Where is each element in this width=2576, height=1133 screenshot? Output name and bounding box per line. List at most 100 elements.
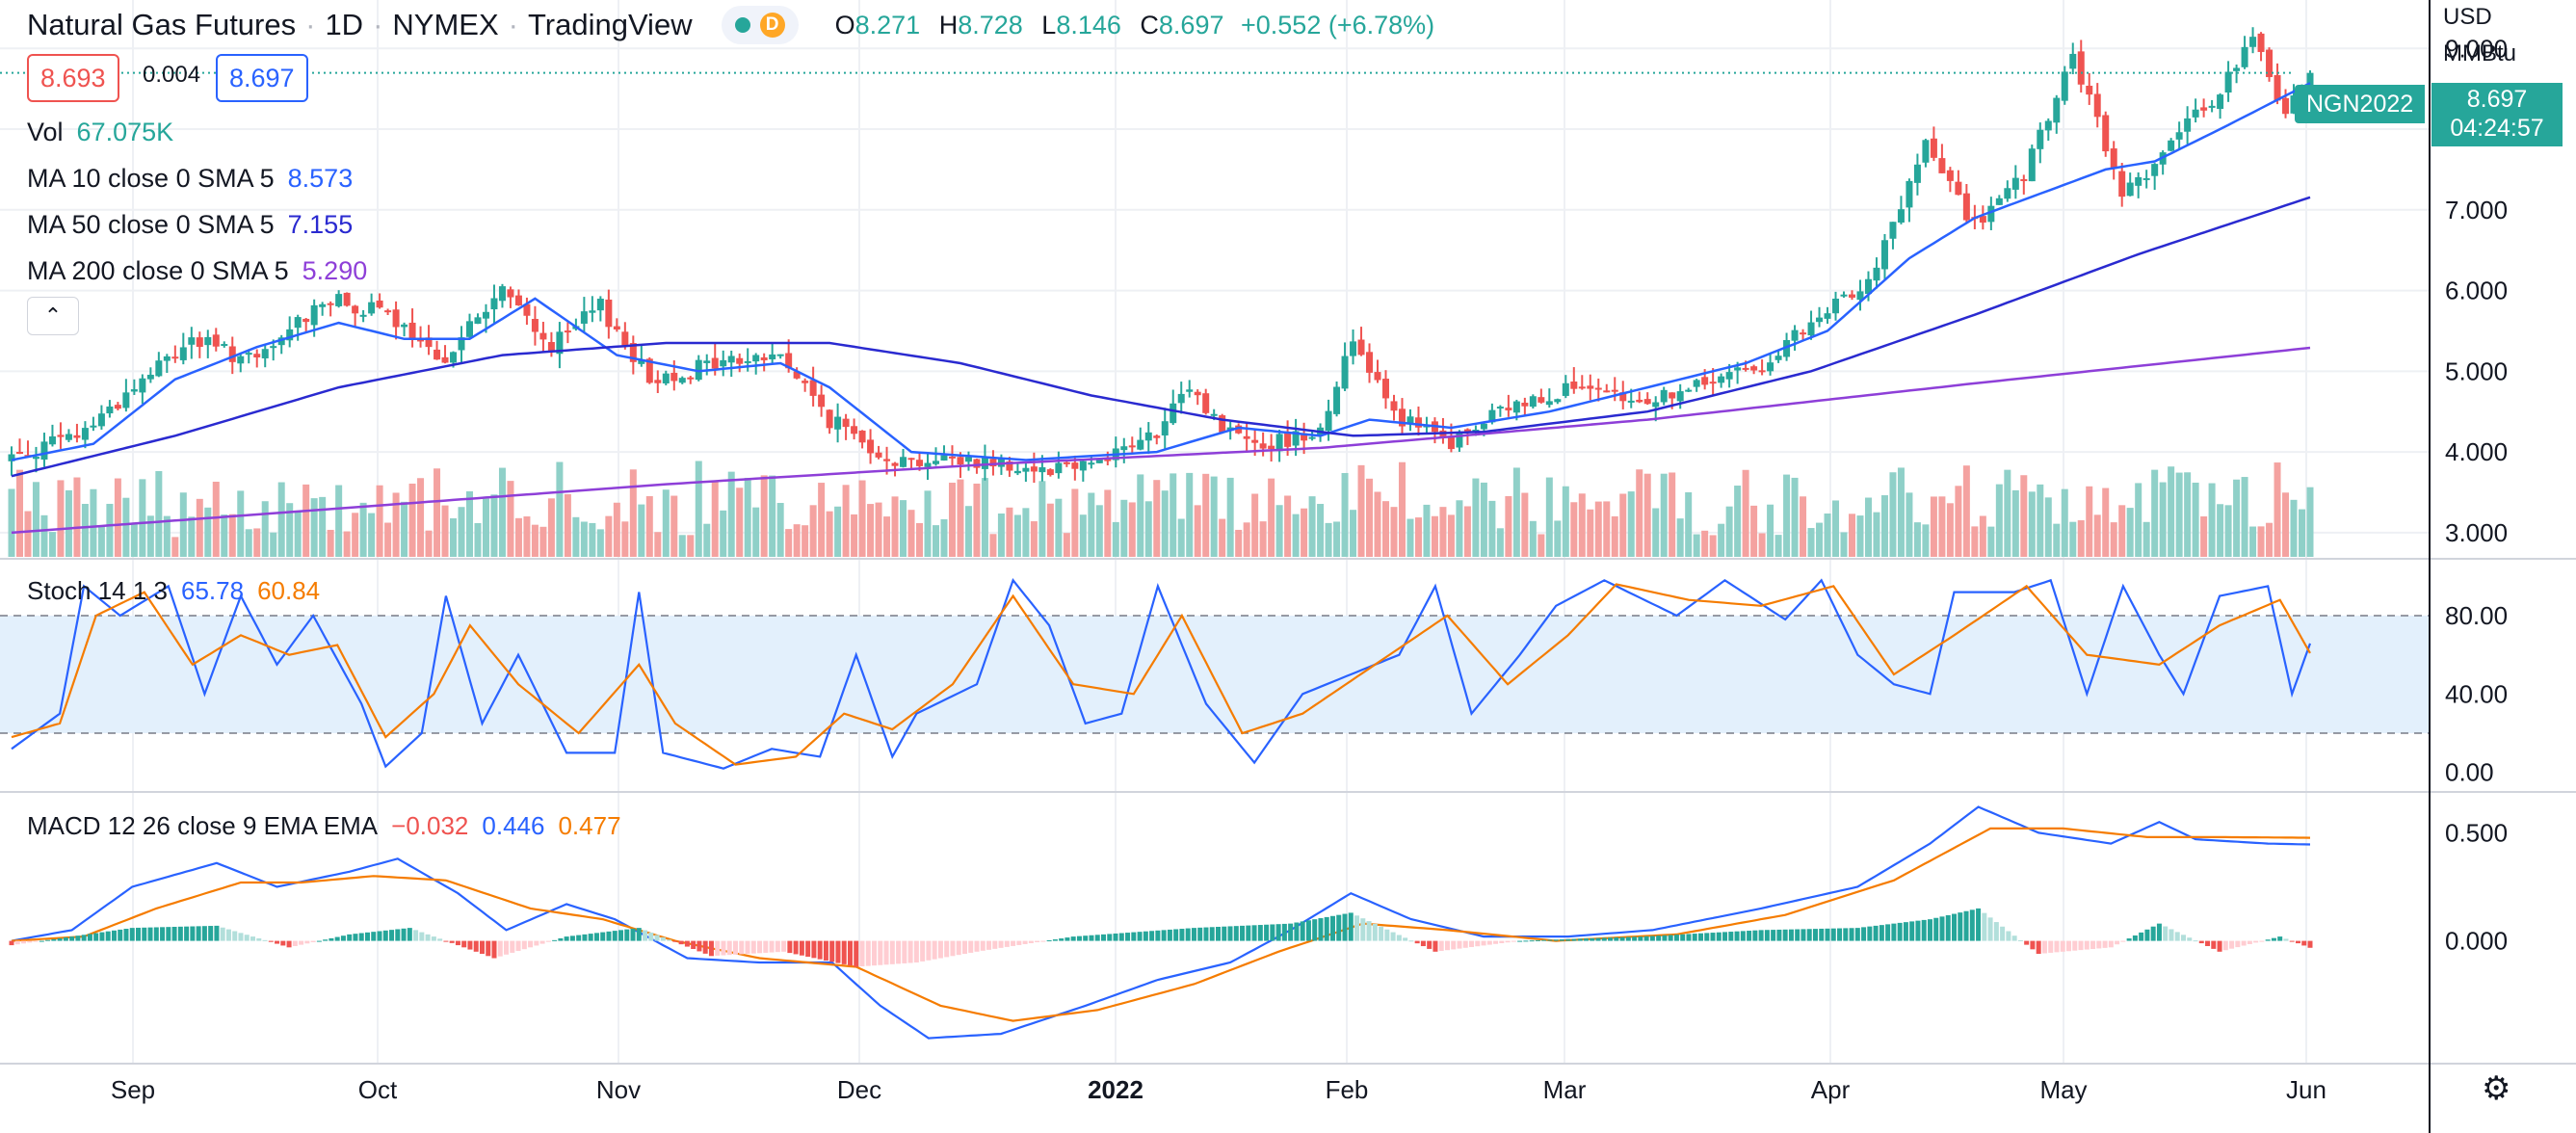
volume-legend[interactable]: Vol 67.075K [27, 118, 173, 147]
volume-bar [1922, 524, 1930, 557]
candle-body [1693, 380, 1700, 387]
macd-hist-bar [521, 940, 527, 950]
macd-hist-bar [292, 940, 298, 946]
macd-hist-bar [1384, 929, 1390, 941]
volume-bar [687, 535, 695, 557]
exchange-label: NYMEX [392, 8, 499, 41]
candle-body [368, 302, 376, 314]
candle-body [228, 346, 236, 362]
volume-bar [1268, 478, 1275, 557]
ma10-legend[interactable]: MA 10 close 0 SMA 5 8.573 [27, 164, 353, 194]
macd-hist-bar [2163, 926, 2169, 941]
volume-bar [916, 522, 924, 557]
volume-bar [343, 531, 351, 557]
candle-body [171, 356, 179, 359]
macd-hist-bar [1305, 920, 1311, 941]
symbol-title[interactable]: Natural Gas Futures [27, 8, 297, 41]
candle-body [760, 356, 768, 361]
candle-body [408, 322, 416, 339]
macd-hist-bar [1179, 929, 1185, 941]
stoch-legend[interactable]: Stoch 14 1 3 65.78 60.84 [27, 576, 320, 606]
candle-body [1301, 433, 1308, 441]
candle-body [1873, 267, 1880, 281]
macd-hist-bar [1662, 935, 1668, 941]
volume-bar [1979, 515, 1986, 557]
candle-body [1350, 341, 1357, 356]
volume-bar [2044, 497, 2052, 557]
volume-bar [1676, 518, 1684, 557]
volume-bar [1701, 530, 1709, 557]
collapse-legend-button[interactable]: ⌃ [27, 297, 79, 335]
volume-bar [703, 523, 711, 557]
macd-hist-bar [2289, 940, 2295, 942]
macd-legend[interactable]: MACD 12 26 close 9 EMA EMA −0.032 0.446 0.4… [27, 811, 621, 841]
macd-hist-bar [123, 929, 129, 941]
volume-bar [294, 510, 302, 557]
volume-bar [2266, 522, 2274, 557]
unit-label[interactable]: MMBtu [2443, 40, 2517, 66]
macd-hist-bar [1897, 922, 1903, 941]
macd-hist-bar [515, 940, 521, 952]
volume-bar [1382, 501, 1390, 557]
candle-body [1268, 445, 1275, 450]
x-tick-label: Sep [111, 1075, 155, 1104]
volume-bar [1406, 518, 1414, 557]
separator-dot: · [305, 8, 316, 41]
sell-price-button[interactable]: 8.693 [27, 54, 119, 102]
candle-body [539, 332, 547, 340]
high-label: H [938, 10, 959, 40]
volume-bar [1439, 507, 1447, 557]
candle-body [155, 360, 163, 377]
candle-body [670, 372, 678, 382]
currency-label[interactable]: USD [2443, 4, 2492, 30]
volume-bar [139, 479, 146, 557]
candle-body [1161, 421, 1169, 435]
macd-hist-bar [545, 940, 551, 942]
volume-bar [2249, 526, 2257, 557]
macd-hist-bar [2060, 940, 2065, 952]
volume-bar [1046, 503, 1054, 557]
volume-bar [621, 521, 629, 557]
volume-bar [964, 506, 972, 557]
candle-body [596, 299, 604, 311]
macd-hist-bar [51, 938, 57, 941]
macd-hist-bar [624, 929, 630, 941]
candle-body [490, 298, 498, 310]
macd-hist-bar [1360, 918, 1366, 941]
candle-body [417, 339, 425, 342]
macd-hist-bar [57, 937, 63, 941]
candle-body [2093, 93, 2101, 118]
ma200-legend[interactable]: MA 200 close 0 SMA 5 5.290 [27, 256, 367, 286]
macd-hist-bar [1987, 917, 1993, 941]
macd-hist-bar [2017, 939, 2023, 941]
macd-macd-line [11, 805, 2311, 1040]
macd-hist-bar [2247, 940, 2252, 944]
volume-bar [1194, 505, 1201, 557]
candle-body [73, 435, 81, 438]
candle-body [1652, 402, 1660, 408]
gear-icon[interactable]: ⚙ [2482, 1070, 2511, 1107]
volume-bar [1758, 533, 1766, 557]
candle-body [2241, 46, 2248, 67]
ma50-legend[interactable]: MA 50 close 0 SMA 5 7.155 [27, 210, 353, 240]
open-value: 8.271 [854, 10, 921, 40]
candle-body [1669, 392, 1676, 399]
macd-hist-bar [745, 940, 750, 955]
macd-hist-bar [1553, 939, 1559, 941]
macd-hist-bar [1094, 935, 1100, 941]
macd-hist-bar [872, 940, 878, 966]
macd-hist-bar [552, 939, 558, 941]
volume-bar [1734, 486, 1742, 557]
market-status-badge[interactable]: D [721, 6, 799, 44]
close-label: C [1140, 10, 1159, 40]
macd-hist-bar [757, 940, 763, 954]
macd-hist-bar [1427, 940, 1433, 949]
interval-label[interactable]: 1D [325, 8, 364, 41]
volume-bar [1366, 478, 1374, 557]
candle-body [1742, 367, 1749, 370]
volume-bar [171, 537, 179, 557]
buy-price-button[interactable]: 8.697 [216, 54, 308, 102]
volume-bar [458, 507, 465, 557]
volume-bar [188, 516, 196, 557]
